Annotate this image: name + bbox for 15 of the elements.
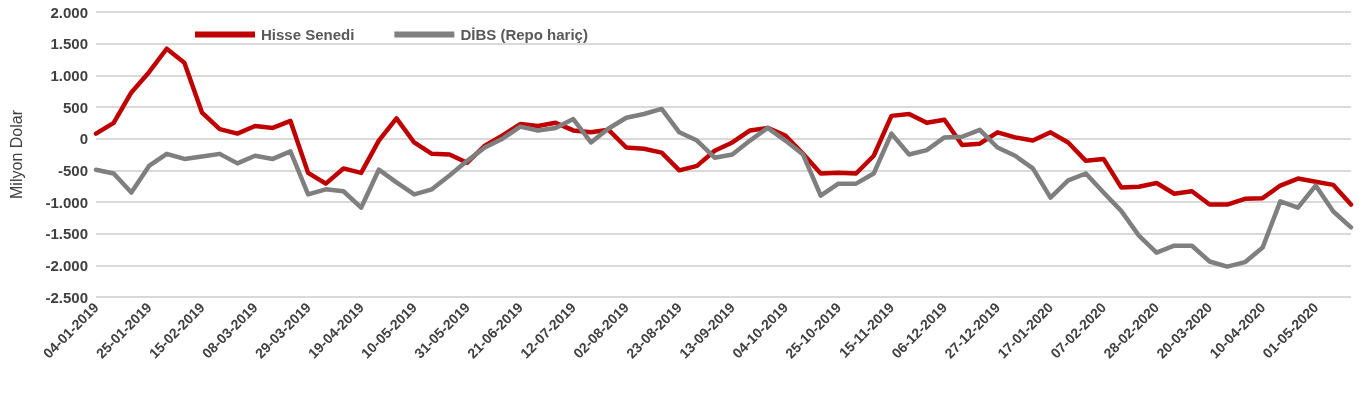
y-tick-label: 1.500 bbox=[50, 35, 88, 53]
y-tick-label: 500 bbox=[62, 98, 88, 116]
y-tick-label: -2.000 bbox=[45, 256, 88, 274]
y-tick-label: -2.500 bbox=[45, 288, 88, 306]
y-tick-label: -500 bbox=[57, 161, 88, 179]
y-axis-title: Milyon Dolar bbox=[7, 109, 25, 199]
y-tick-label: 2.000 bbox=[50, 3, 88, 21]
legend-label: Hisse Senedi bbox=[261, 26, 355, 43]
legend-label: DİBS (Repo hariç) bbox=[460, 26, 588, 43]
y-tick-label: -1.500 bbox=[45, 225, 88, 243]
y-tick-label: -1.000 bbox=[45, 193, 88, 211]
line-series bbox=[93, 106, 1354, 269]
line-series bbox=[93, 46, 1354, 207]
y-tick-label: 0 bbox=[79, 130, 88, 148]
y-tick-label: 1.000 bbox=[50, 66, 88, 84]
